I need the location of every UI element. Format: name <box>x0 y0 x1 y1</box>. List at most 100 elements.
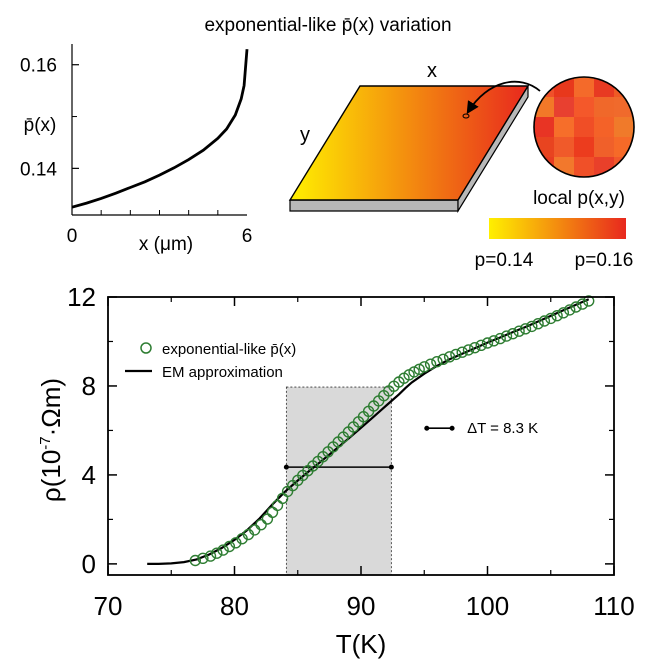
data-point <box>189 554 202 567</box>
figure-title: exponential-like p̄(x) variation <box>204 15 451 36</box>
local-region-cell <box>574 157 594 177</box>
schematic: x y local p(x,y) p=0.14 p=0.16 <box>288 60 635 271</box>
annotation-marker-right <box>449 425 455 431</box>
local-region-cell <box>534 157 554 177</box>
local-region-cell <box>554 117 574 137</box>
main-y-tick-label: 4 <box>82 460 96 490</box>
local-region-cell <box>534 77 554 97</box>
data-point <box>443 351 456 363</box>
legend-label-data: exponential-like p̄(x) <box>162 341 296 358</box>
local-region-circle <box>533 76 635 178</box>
data-point <box>500 330 513 342</box>
inset-y-tick-label: 0.16 <box>20 56 57 77</box>
transition-width-band <box>285 386 392 576</box>
local-region-cell <box>594 157 614 177</box>
inset-y-axis-label: p̄(x) <box>24 115 57 136</box>
local-region-cell <box>554 77 574 97</box>
local-region-cell <box>594 137 614 157</box>
local-region-cell <box>534 97 554 117</box>
data-point <box>481 337 494 349</box>
local-region-cell <box>594 117 614 137</box>
main-y-axis-label: ρ(10-7·Ωm) <box>36 378 66 502</box>
delta-t-annotation: ΔT = 8.3 K <box>424 420 538 437</box>
data-point <box>450 348 462 361</box>
data-point <box>519 323 532 335</box>
data-point <box>418 361 430 373</box>
data-point <box>271 499 284 512</box>
inset-x-axis-label: x (μm) <box>139 234 193 255</box>
data-point <box>211 547 223 559</box>
data-points <box>189 295 595 567</box>
callout-arrow <box>466 80 541 115</box>
inset-y-tick-label: 0.14 <box>20 159 57 180</box>
local-region-cell <box>534 117 554 137</box>
local-region-cell <box>614 157 634 177</box>
main-y-tick-label: 0 <box>82 549 96 579</box>
legend-marker-data <box>140 342 152 354</box>
local-region-cell <box>594 77 614 97</box>
data-point <box>217 544 229 556</box>
data-point <box>266 506 279 518</box>
local-region-cell <box>614 117 634 137</box>
legend-label-em: EM approximation <box>162 364 283 381</box>
local-region-cell <box>614 137 634 157</box>
local-region-cell <box>614 97 634 117</box>
main-y-tick-label: 12 <box>67 282 96 312</box>
local-region-cell <box>574 77 594 97</box>
data-point <box>557 307 570 319</box>
main-x-tick-label: 80 <box>220 591 249 621</box>
data-point <box>576 298 589 310</box>
data-point <box>583 295 595 307</box>
local-region-cell <box>594 97 614 117</box>
schematic-y-label: y <box>300 124 310 146</box>
probe-spot <box>462 113 470 119</box>
local-region-cell <box>614 77 634 97</box>
data-point <box>261 513 274 525</box>
em-approximation-curve <box>147 298 590 565</box>
data-point <box>526 320 538 333</box>
data-point <box>494 332 506 345</box>
main-x-axis-label: T(K) <box>336 629 387 659</box>
data-point <box>469 342 481 354</box>
data-point <box>456 346 468 358</box>
data-point <box>488 335 500 347</box>
main-x-tick-label: 100 <box>466 591 509 621</box>
inset-x-tick-label: 0 <box>67 226 78 247</box>
width-marker-end <box>388 464 394 470</box>
data-point <box>551 310 563 322</box>
inset-curve <box>71 49 249 209</box>
local-region-cell <box>574 137 594 157</box>
data-point <box>507 328 519 340</box>
legend: exponential-like p̄(x) EM approximation <box>125 341 296 381</box>
data-point <box>197 552 209 564</box>
annotation-marker-left <box>424 425 430 431</box>
data-point <box>230 537 242 549</box>
main-x-tick-label: 90 <box>347 591 376 621</box>
data-point <box>570 301 582 313</box>
main-y-tick-label: 8 <box>82 371 96 401</box>
main-x-tick-label: 70 <box>94 591 123 621</box>
slab-front-side <box>289 199 459 212</box>
data-point <box>437 353 449 365</box>
local-region-cell <box>554 97 574 117</box>
inset-x-tick-label: 6 <box>242 226 253 247</box>
local-region-cell <box>534 137 554 157</box>
data-point <box>564 304 576 316</box>
data-point <box>538 315 551 327</box>
main-x-tick-label: 110 <box>593 591 634 621</box>
local-region-cell <box>554 157 574 177</box>
slab-top-face <box>288 85 530 201</box>
width-marker-end <box>283 464 289 470</box>
colorbar <box>489 218 626 239</box>
data-point <box>513 325 525 337</box>
data-point <box>424 358 437 370</box>
local-region-label: local p(x,y) <box>533 188 625 209</box>
main-chart: 70 80 90 100 110 0 4 8 12 ρ(10-7·Ωm) T(K) expone… <box>36 282 635 659</box>
colorbar-min-label: p=0.14 <box>475 250 534 271</box>
annotation-text: ΔT = 8.3 K <box>467 420 538 437</box>
schematic-x-label: x <box>427 60 437 82</box>
data-point <box>475 339 487 351</box>
local-region-cell <box>554 137 574 157</box>
data-point <box>462 344 475 356</box>
local-region-cell <box>574 117 594 137</box>
